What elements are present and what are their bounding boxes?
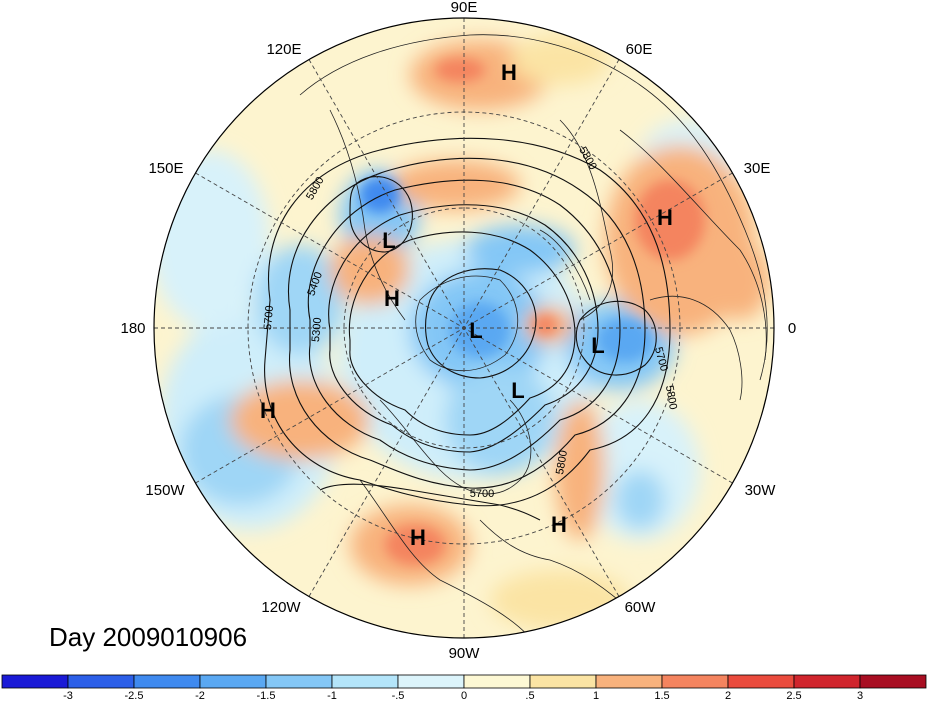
high-center: H <box>551 512 567 537</box>
low-center: L <box>382 228 395 253</box>
colorbar-tick-label: -2 <box>195 690 205 702</box>
colorbar-swatch <box>265 674 333 689</box>
colorbar-swatch <box>331 674 399 689</box>
low-center: L <box>591 333 604 358</box>
lon-label-60e: 60E <box>626 41 653 58</box>
colorbar-swatch <box>397 674 465 689</box>
colorbar-tick-label: .5 <box>525 690 534 702</box>
lat-lon-grid <box>154 18 774 638</box>
contour-label: 5300 <box>310 317 324 342</box>
high-center: H <box>410 525 426 550</box>
high-center: H <box>384 286 400 311</box>
colorbar-tick-label: -3 <box>63 690 73 702</box>
low-center: L <box>469 318 482 343</box>
contour-label: 5800 <box>663 384 679 410</box>
colorbar-tick-label: 1 <box>593 690 599 702</box>
map-boundary <box>153 17 775 639</box>
colorbar-swatch <box>727 674 795 689</box>
colorbar-tick-label: -1 <box>327 690 337 702</box>
colorbar-tick-label: 1.5 <box>654 690 669 702</box>
contour-label: 5700 <box>470 488 494 500</box>
contour-label: 5700 <box>262 305 276 330</box>
colorbar-swatch <box>793 674 861 689</box>
lon-label-30w: 30W <box>745 482 777 499</box>
height-contours <box>264 137 671 521</box>
high-center: H <box>657 205 673 230</box>
colorbar-swatch <box>859 674 927 689</box>
colorbar-tick-label: -.5 <box>392 690 405 702</box>
contour-label: 5800 <box>554 449 570 475</box>
colorbar-tick-label: 2 <box>725 690 731 702</box>
date-title: Day 2009010906 <box>49 622 247 652</box>
colorbar-swatch <box>529 674 597 689</box>
high-center: H <box>501 60 517 85</box>
colorbar-swatch <box>595 674 663 689</box>
colorbar-tick-label: 0 <box>461 690 467 702</box>
pressure-centers: H H L H L L L H H H <box>260 60 673 550</box>
longitude-labels: 90E 60E 30E 0 30W 60W 90W 120W 150W 180 … <box>120 0 796 662</box>
colorbar-swatch <box>133 674 201 689</box>
colorbar-tick-label: 3 <box>857 690 863 702</box>
colorbar-tick-label: 2.5 <box>786 690 801 702</box>
colorbar-swatch <box>463 674 531 689</box>
high-center: H <box>260 398 276 423</box>
lon-label-30e: 30E <box>744 160 771 177</box>
colorbar-swatch <box>1 674 69 689</box>
lon-label-120w: 120W <box>261 599 301 616</box>
lon-label-90e: 90E <box>451 0 478 16</box>
colorbar-swatch <box>199 674 267 689</box>
colorbar-tick-label: -1.5 <box>257 690 276 702</box>
lon-label-90w: 90W <box>449 645 481 662</box>
lon-label-180: 180 <box>120 320 145 337</box>
lon-label-150e: 150E <box>148 160 183 177</box>
lon-label-150w: 150W <box>145 482 185 499</box>
colorbar-swatch <box>661 674 729 689</box>
low-center: L <box>511 378 524 403</box>
lon-label-60w: 60W <box>625 599 657 616</box>
colorbar-swatch <box>67 674 135 689</box>
lon-label-120e: 120E <box>266 41 301 58</box>
colorbar: -3 -2.5 -2 -1.5 -1 -.5 0 .5 1 1.5 2 2.5 3 <box>1 674 927 702</box>
anomaly-field <box>154 18 774 638</box>
colorbar-tick-label: -2.5 <box>125 690 144 702</box>
lon-label-0: 0 <box>788 320 796 337</box>
